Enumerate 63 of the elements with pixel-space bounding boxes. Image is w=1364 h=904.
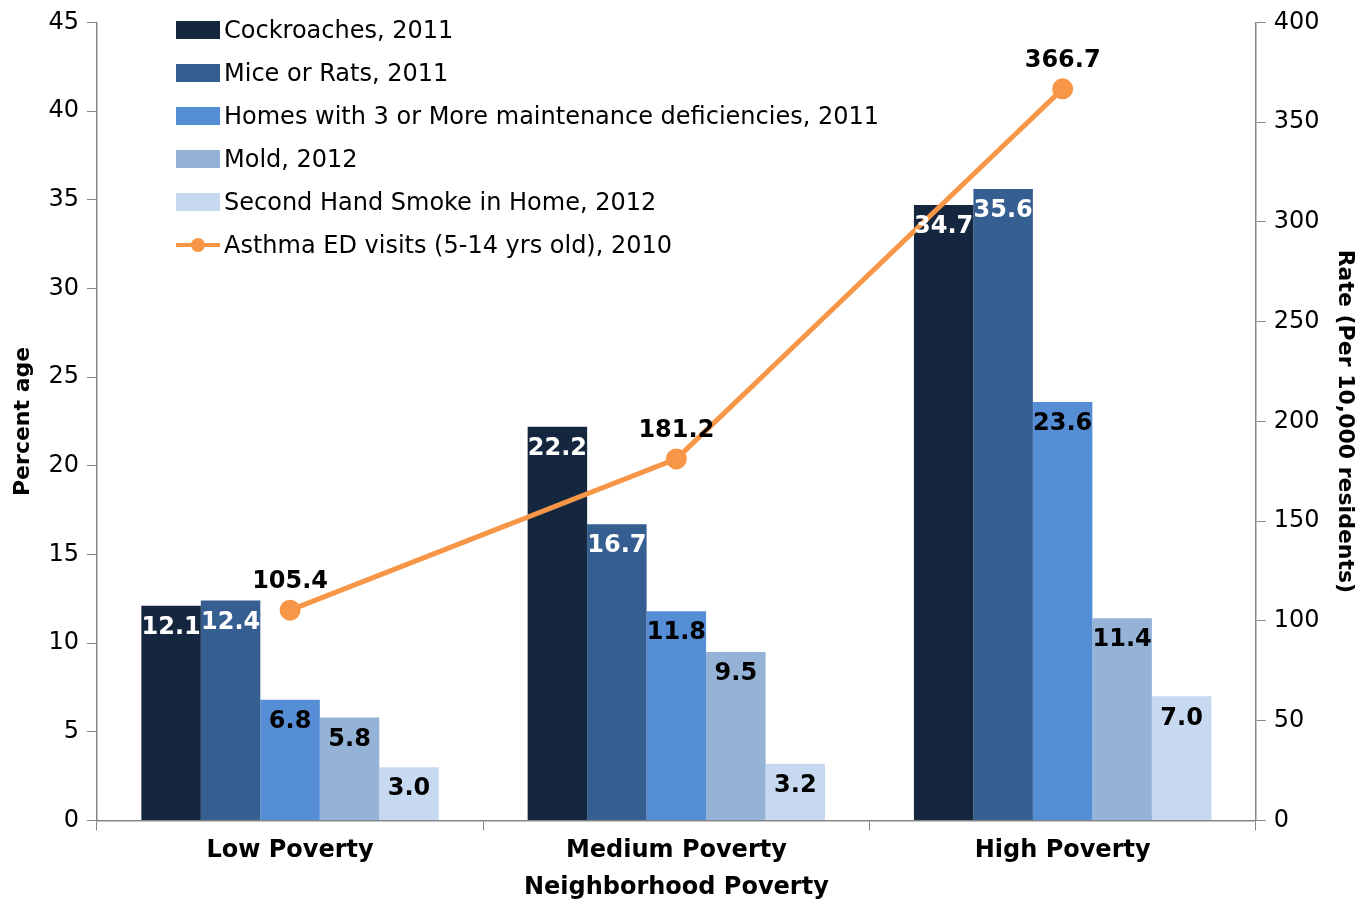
y2-tick-label: 50 — [1273, 704, 1305, 733]
y2-tick-label: 0 — [1273, 804, 1290, 833]
bar — [319, 717, 380, 820]
y-axis-title: Percent age — [8, 346, 34, 497]
point — [665, 448, 687, 470]
y2-tick-label: 400 — [1273, 6, 1320, 35]
bar — [973, 189, 1033, 820]
data-label: 7.0 — [1160, 702, 1203, 731]
y-tick-label: 25 — [48, 361, 79, 390]
bar — [200, 600, 261, 820]
y2-tick-label: 150 — [1273, 505, 1320, 534]
bar — [527, 426, 588, 820]
y-tick-label: 15 — [48, 538, 79, 567]
data-label: 11.8 — [646, 617, 706, 646]
y-tick-label: 20 — [48, 449, 79, 478]
bar — [646, 611, 707, 820]
y-tick-label: 5 — [63, 715, 79, 744]
data-label: 6.8 — [268, 706, 312, 735]
y-tick-label: 30 — [48, 272, 79, 301]
y-tick-label: 45 — [48, 6, 79, 35]
y2-tick-label: 100 — [1273, 605, 1320, 634]
data-label: 5.8 — [328, 723, 371, 752]
point — [279, 599, 301, 621]
data-label: 23.6 — [1033, 408, 1093, 437]
bar — [1032, 401, 1093, 820]
legend-label: Homes with 3 or More maintenance deficiencies, 2011 — [224, 101, 880, 130]
y2-tick-label: 350 — [1273, 106, 1320, 135]
y-tick-label: 35 — [48, 183, 79, 212]
data-label: 105.4 — [252, 566, 329, 595]
legend-label: Mice or Rats, 2011 — [224, 58, 449, 87]
bar — [260, 699, 320, 820]
y2-tick-label: 250 — [1273, 305, 1320, 334]
bar — [706, 651, 766, 820]
data-label: 22.2 — [527, 432, 587, 461]
point — [1052, 78, 1074, 100]
y2-axis-title: Rate (Per 10,000 residents) — [1334, 249, 1360, 594]
x-tick-label: High Poverty — [974, 835, 1151, 864]
data-label: 9.5 — [714, 658, 758, 687]
legend-label: Second Hand Smoke in Home, 2012 — [224, 187, 657, 216]
bar — [913, 205, 974, 820]
y2-tick-label: 300 — [1273, 206, 1320, 235]
data-label: 366.7 — [1024, 45, 1101, 74]
legend-label: Cockroaches, 2011 — [224, 15, 454, 44]
data-label: 16.7 — [587, 530, 647, 559]
bar — [141, 605, 201, 820]
x-tick-label: Medium Poverty — [565, 835, 788, 864]
legend-label: Asthma ED visits (5-14 yrs old), 2010 — [224, 230, 673, 259]
data-label: 35.6 — [973, 195, 1033, 224]
data-label: 12.1 — [141, 612, 201, 641]
data-label: 3.2 — [774, 769, 817, 798]
bar — [1151, 696, 1212, 820]
y-tick-label: 10 — [48, 627, 79, 656]
bar — [1092, 618, 1152, 820]
legend-label: Mold, 2012 — [224, 144, 358, 173]
data-label: 3.0 — [387, 773, 431, 802]
x-axis-title: Neighborhood Poverty — [523, 871, 830, 900]
data-label: 12.4 — [200, 606, 261, 635]
data-label: 11.4 — [1092, 624, 1152, 653]
y-tick-label: 40 — [48, 95, 79, 124]
x-tick-label: Low Poverty — [206, 835, 375, 864]
y-tick-label: 0 — [63, 804, 79, 833]
bar — [587, 524, 647, 820]
y2-tick-label: 200 — [1273, 405, 1320, 434]
